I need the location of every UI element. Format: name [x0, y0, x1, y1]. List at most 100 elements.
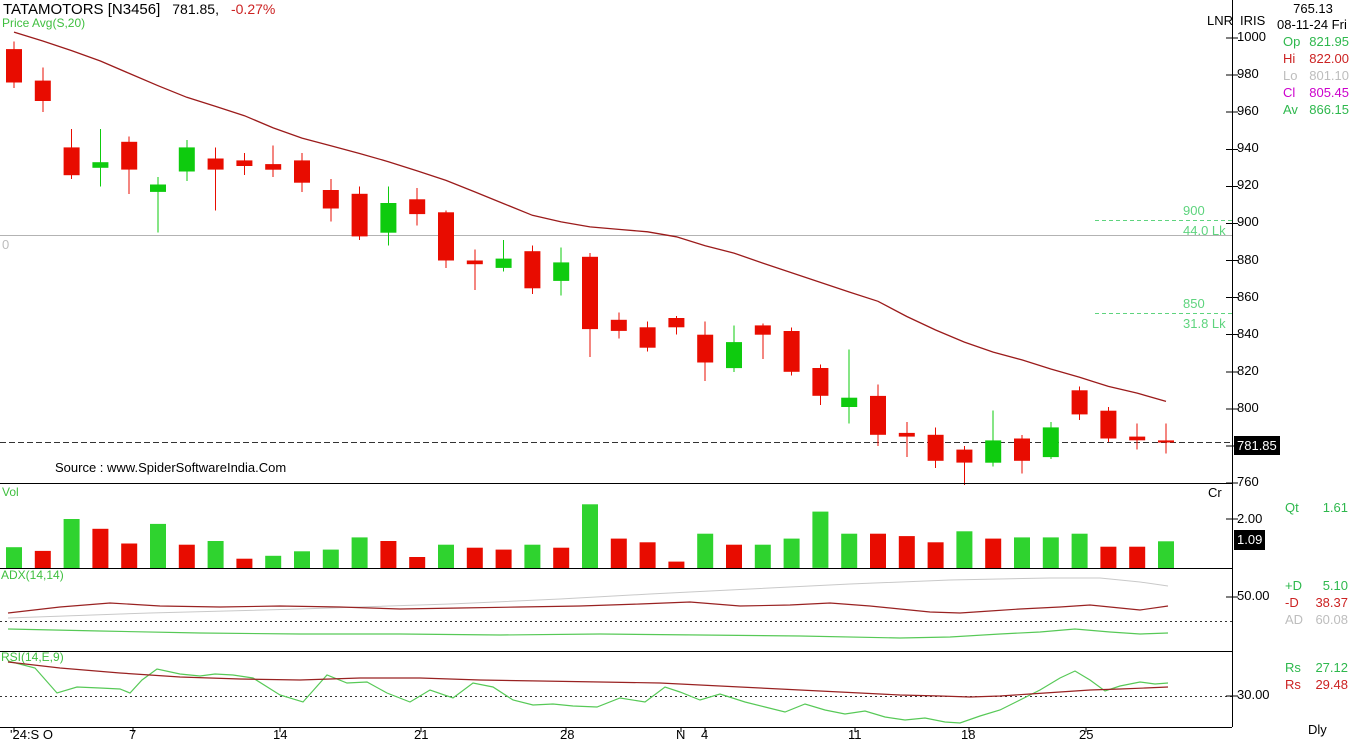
candle-body — [92, 162, 109, 168]
price-tick-label: 920 — [1237, 177, 1259, 193]
price-tick-label: 980 — [1237, 66, 1259, 82]
adx-value-label: AD — [1285, 612, 1304, 627]
x-axis-label: 14 — [273, 727, 288, 740]
high-label: Hi — [1283, 51, 1296, 66]
level-price-label: 900 — [1183, 202, 1205, 218]
x-axis-label: 4 — [701, 727, 709, 740]
open-value: 821.95 — [1309, 34, 1349, 49]
current-price-box: 781.85 — [1234, 436, 1280, 455]
quantity-label: Qt — [1285, 500, 1299, 515]
candle-body — [927, 434, 944, 461]
volume-bar — [870, 533, 886, 568]
price-tick-label: 840 — [1237, 325, 1259, 341]
reference-value: 765.13 — [1293, 1, 1333, 16]
candle-body — [1014, 438, 1030, 461]
low-value: 801.10 — [1309, 68, 1349, 83]
minus-di-row: -D 38.37 — [1285, 595, 1348, 610]
candle-body — [150, 184, 166, 192]
candle-body — [380, 203, 397, 233]
candle-body — [783, 331, 800, 372]
plus-di-label: +D — [1285, 578, 1302, 593]
ohlc-row-open: Op 821.95 — [1283, 34, 1349, 49]
volume-bar — [783, 538, 800, 568]
candle-body — [985, 440, 1002, 463]
x-axis-label: 25 — [1079, 727, 1094, 740]
current-volume-box: 1.09 — [1234, 530, 1266, 550]
volume-bar — [409, 557, 426, 568]
volume-bar — [582, 504, 598, 568]
candle-body — [121, 141, 138, 170]
x-axis-label: '24:S O — [10, 727, 53, 740]
ohlc-row-high: Hi 822.00 — [1283, 51, 1349, 66]
volume-bar — [322, 549, 339, 568]
volume-bar — [294, 551, 310, 568]
price-legend: Price Avg(S,20) — [2, 16, 86, 30]
candle-body — [870, 395, 886, 435]
quantity-row: Qt 1.61 — [1285, 500, 1348, 515]
x-axis-label: 21 — [414, 727, 429, 740]
volume-bar — [754, 544, 771, 568]
volume-unit-label: Cr — [1208, 485, 1222, 500]
price-tick-label: 880 — [1237, 251, 1259, 267]
volume-bar — [380, 541, 397, 568]
volume-bar — [63, 519, 80, 568]
rsi-tick-label: 30.00 — [1237, 687, 1270, 702]
adx-panel-label: ADX(14,14) — [1, 568, 64, 582]
candle-body — [466, 260, 483, 265]
volume-bar — [34, 550, 51, 568]
last-price: 781.85, — [172, 1, 219, 17]
quantity-value: 1.61 — [1322, 500, 1348, 515]
indicator-line — [7, 661, 1169, 698]
volume-bar — [553, 547, 570, 568]
level-volume-label: 31.8 Lk — [1183, 315, 1226, 331]
candle-body — [63, 147, 80, 176]
volume-panel-label: Vol — [2, 485, 19, 499]
candle-body — [409, 199, 426, 215]
price-tick-label: 760 — [1237, 474, 1259, 489]
volume-bar — [1100, 546, 1117, 568]
candle-body — [1071, 390, 1088, 415]
price-tick-label: 1000 — [1237, 29, 1266, 44]
candle-body — [236, 160, 253, 166]
volume-bar — [1158, 541, 1174, 568]
volume-bar — [927, 542, 944, 568]
volume-bar — [6, 547, 22, 568]
x-axis-label: 18 — [961, 727, 976, 740]
price-tick-label: 940 — [1237, 140, 1259, 156]
volume-bar — [265, 555, 282, 569]
volume-tick-label: 2.00 — [1237, 511, 1263, 526]
volume-bar — [726, 544, 742, 568]
iris-label: IRIS — [1240, 13, 1266, 28]
average-value: 866.15 — [1309, 102, 1349, 117]
indicator-line — [7, 577, 1169, 619]
candle-body — [178, 147, 195, 172]
average-label: Av — [1283, 102, 1298, 117]
minus-di-value: 38.37 — [1315, 595, 1348, 610]
volume-bar — [466, 547, 483, 568]
candle-body — [1158, 440, 1174, 443]
plus-di-row: +D 5.10 — [1285, 578, 1348, 593]
candle-body — [524, 251, 541, 289]
candle-body — [697, 334, 714, 363]
volume-bar — [1042, 537, 1059, 568]
candle-body — [322, 190, 339, 209]
volume-bar — [1071, 533, 1088, 568]
volume-bar — [1014, 537, 1030, 568]
volume-bar — [812, 511, 829, 568]
price-tick-label: 960 — [1237, 103, 1259, 119]
volume-bar — [121, 543, 138, 568]
indicator-line — [7, 660, 1169, 724]
rsi-value: 27.12 — [1315, 660, 1348, 675]
price-tick-label: 860 — [1237, 288, 1259, 304]
adx-value-row: AD 60.08 — [1285, 612, 1348, 627]
candle-body — [639, 327, 656, 348]
volume-bar — [495, 549, 512, 568]
candle-body — [668, 318, 685, 328]
candle-body — [898, 432, 915, 437]
indicator-line — [7, 628, 1169, 639]
rsi-avg-row: Rs 29.48 — [1285, 677, 1348, 692]
volume-bar — [898, 536, 915, 568]
price-tick-label: 820 — [1237, 362, 1259, 378]
rsi-avg-value: 29.48 — [1315, 677, 1348, 692]
